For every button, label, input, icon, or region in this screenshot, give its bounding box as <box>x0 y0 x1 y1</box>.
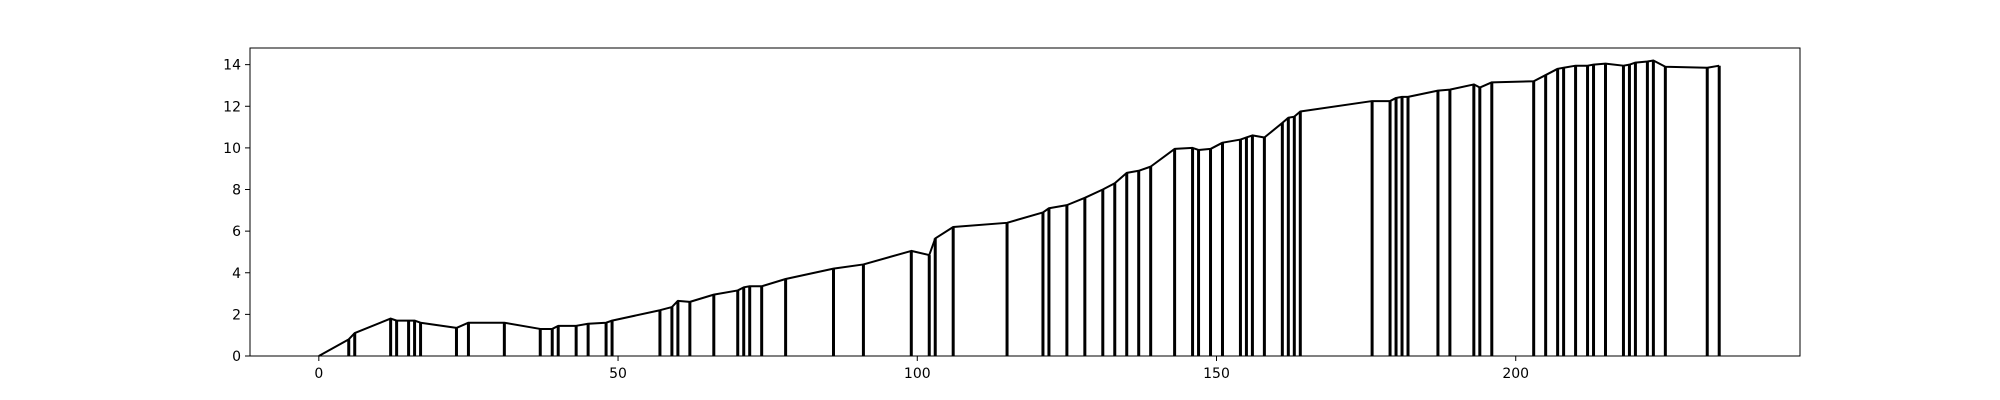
y-tick-label: 12 <box>223 99 241 115</box>
y-tick-label: 10 <box>223 141 241 157</box>
series-polyline <box>318 59 1720 357</box>
plot-frame <box>249 47 1801 357</box>
y-axis: 0 2 4 6 8 10 12 14 <box>223 58 250 365</box>
y-tick-label: 2 <box>232 307 241 323</box>
x-tick-label: 100 <box>904 366 931 382</box>
y-tick-label: 0 <box>232 349 241 365</box>
x-tick-label: 50 <box>609 366 627 382</box>
y-tick-label: 4 <box>232 266 241 282</box>
series-line <box>318 59 1720 357</box>
vertical-bars <box>347 60 1721 356</box>
x-tick-label: 150 <box>1203 366 1230 382</box>
y-tick-label: 14 <box>223 58 241 74</box>
x-tick-label: 200 <box>1502 366 1529 382</box>
y-tick-label: 8 <box>232 183 241 199</box>
x-tick-label: 0 <box>314 366 323 382</box>
y-tick-label: 6 <box>232 224 241 240</box>
x-axis: 0 50 100 150 200 <box>314 356 1529 382</box>
